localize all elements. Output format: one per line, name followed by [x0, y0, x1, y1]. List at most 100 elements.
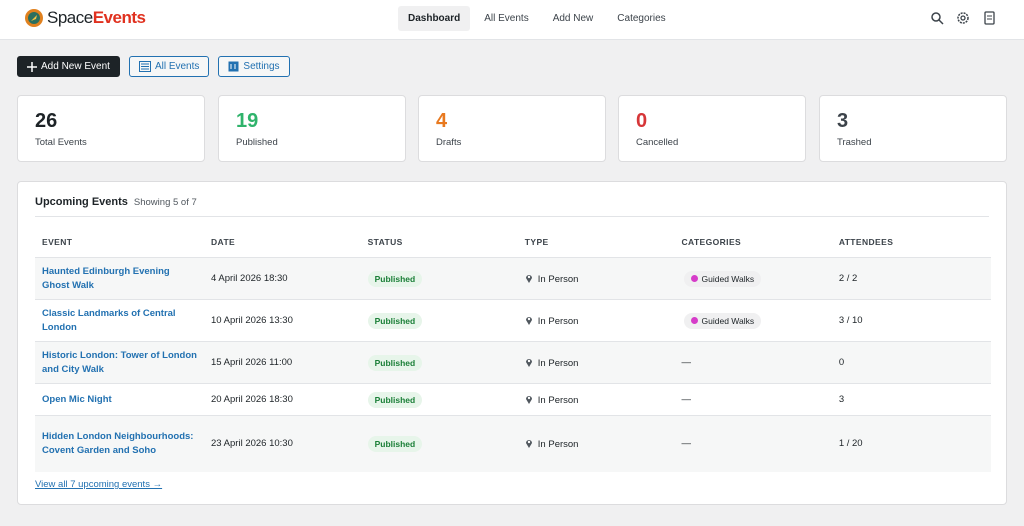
status-badge: Published: [367, 435, 423, 452]
category-empty: —: [681, 394, 692, 405]
panel-title: Upcoming Events: [35, 196, 128, 208]
stat-value: 19: [236, 110, 259, 132]
category-name: Guided Walks: [701, 315, 755, 326]
list-icon: [138, 61, 151, 72]
status-cell: Published: [360, 299, 518, 342]
pin-icon: [525, 274, 532, 283]
stat-value: 26: [35, 110, 58, 132]
events-table: EVENT DATE STATUS TYPE CATEGORIES ATTENDEES Ha…: [35, 227, 991, 472]
button-label: All Events: [154, 61, 200, 72]
brand-second: Events: [92, 8, 146, 27]
category-name: Guided Walks: [701, 273, 755, 284]
event-cell: Classic Landmarks of Central London: [35, 299, 204, 342]
status-cell: Published: [360, 341, 518, 384]
column-header: CATEGORIES: [681, 237, 742, 247]
pin-icon: [525, 439, 532, 448]
view-all-link[interactable]: View all 7 upcoming events →: [35, 479, 163, 490]
category-badge: Guided Walks: [683, 270, 762, 287]
logo: [25, 9, 43, 27]
event-row: Historic London: Tower of London and Cit…: [35, 341, 991, 384]
category-cell: Guided Walks: [674, 299, 832, 342]
status-badge: Published: [367, 391, 423, 408]
event-type: In Person: [537, 394, 579, 406]
event-row: Classic Landmarks of Central London 10 Ap…: [35, 299, 991, 342]
event-row: Haunted Edinburgh Evening Ghost Walk 4 Ap…: [35, 257, 991, 300]
event-cell: Hidden London Neighbourhoods: Covent Gar…: [35, 415, 204, 472]
event-cell: Historic London: Tower of London and Cit…: [35, 341, 204, 384]
plus-icon: [27, 61, 37, 72]
search-icon[interactable]: [930, 11, 944, 25]
type-cell: In Person: [517, 341, 675, 384]
event-cell: Haunted Edinburgh Evening Ghost Walk: [35, 257, 204, 300]
pin-icon: [525, 316, 532, 325]
settings-icon[interactable]: [956, 11, 970, 25]
all-events-button[interactable]: All Events: [128, 56, 210, 77]
event-type: In Person: [537, 315, 579, 327]
event-type: In Person: [537, 438, 579, 450]
docs-icon[interactable]: [982, 11, 996, 25]
status-badge: Published: [367, 312, 423, 329]
category-cell: Guided Walks: [674, 257, 832, 300]
top-bar: Space Events Dashboard All Events Add New Ca…: [0, 0, 1024, 40]
attendees-cell: 3: [831, 383, 991, 416]
nav-link[interactable]: Add New: [552, 13, 594, 24]
event-link[interactable]: Classic Landmarks of Central London: [42, 307, 176, 333]
event-type: In Person: [537, 357, 579, 369]
status-badge: Published: [367, 270, 423, 287]
nav-link[interactable]: Categories: [617, 13, 666, 24]
column-header: STATUS: [367, 237, 403, 247]
event-type: In Person: [537, 273, 579, 285]
event-row: Open Mic Night 20 April 2026 18:30 Publish…: [35, 383, 991, 416]
column-header: ATTENDEES: [838, 237, 894, 247]
event-link[interactable]: Open Mic Night: [42, 393, 112, 405]
stat-label: Trashed: [837, 137, 872, 148]
event-cell: Open Mic Night: [35, 383, 204, 416]
stat-label: Total Events: [35, 137, 87, 148]
stat-card: 19 Published: [218, 95, 406, 162]
status-cell: Published: [360, 257, 518, 300]
type-cell: In Person: [517, 383, 675, 416]
category-cell: —: [674, 415, 832, 472]
button-label: Add New Event: [41, 61, 110, 72]
main-nav: Dashboard All Events Add New Categories: [398, 6, 676, 31]
column-header: DATE: [211, 237, 236, 247]
brand[interactable]: Space Events: [24, 8, 146, 28]
status-cell: Published: [360, 415, 518, 472]
date-cell: 20 April 2026 18:30: [204, 383, 361, 416]
showing-count: Showing 5 of 7: [133, 197, 197, 208]
stat-value: 3: [837, 110, 849, 132]
toolbar: Add New Event All Events Settings: [17, 56, 290, 77]
stat-label: Drafts: [436, 137, 462, 148]
event-link[interactable]: Hidden London Neighbourhoods: Covent Gar…: [42, 430, 194, 456]
table-body: Haunted Edinburgh Evening Ghost Walk 4 Ap…: [35, 257, 991, 472]
stat-card: 26 Total Events: [17, 95, 205, 162]
attendees-cell: 2 / 2: [831, 257, 991, 300]
nav-link[interactable]: Dashboard: [398, 6, 471, 31]
button-label: Settings: [243, 61, 280, 72]
event-link[interactable]: Haunted Edinburgh Evening Ghost Walk: [42, 265, 170, 291]
nav-link[interactable]: All Events: [484, 13, 529, 24]
header-row: EVENT DATE STATUS TYPE CATEGORIES ATTENDEES: [35, 227, 991, 258]
brand-first: Space: [47, 8, 93, 27]
event-link[interactable]: Historic London: Tower of London and Cit…: [42, 349, 197, 375]
date-cell: 10 April 2026 13:30: [204, 299, 361, 342]
type-cell: In Person: [517, 299, 675, 342]
settings-small-icon: [228, 61, 239, 72]
panel-header: Upcoming Events Showing 5 of 7: [35, 196, 989, 217]
event-row: Hidden London Neighbourhoods: Covent Gar…: [35, 415, 991, 472]
header-icons: [930, 11, 996, 25]
type-cell: In Person: [517, 415, 675, 472]
category-empty: —: [681, 438, 692, 450]
stat-card: 0 Cancelled: [618, 95, 806, 162]
column-header: TYPE: [524, 237, 549, 247]
date-cell: 23 April 2026 10:30: [204, 415, 361, 472]
settings-button[interactable]: Settings: [218, 56, 290, 77]
stat-value: 4: [436, 110, 448, 132]
category-dot: [690, 317, 698, 324]
status-cell: Published: [360, 383, 518, 416]
category-empty: —: [681, 357, 692, 368]
add-event-button[interactable]: Add New Event: [17, 56, 120, 77]
stat-value: 0: [636, 110, 648, 132]
